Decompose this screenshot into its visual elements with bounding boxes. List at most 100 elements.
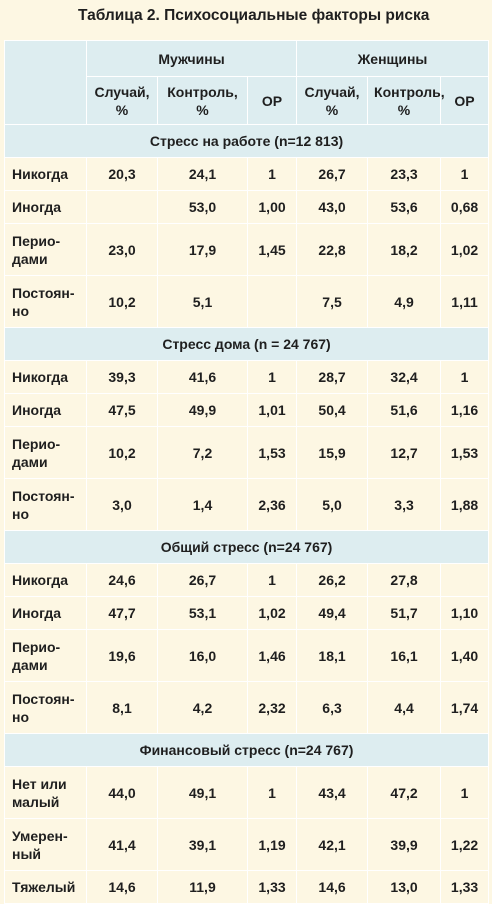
men-cases-cell: 20,3: [86, 157, 158, 191]
table-row: Никогда 24,6 26,7 1 26,2 27,8: [4, 563, 490, 597]
men-control-cell: 53,0: [157, 190, 248, 224]
women-control-cell: 16,1: [367, 629, 442, 682]
table-row: Перио-дами 10,2 7,2 1,53 15,9 12,7 1,53: [4, 426, 490, 479]
men-control-cell: 4,2: [157, 681, 248, 734]
header-men-or: ОР: [246, 76, 298, 125]
men-or-cell: 1,19: [246, 818, 298, 871]
men-cases-cell: 19,6: [86, 629, 158, 682]
section-title: Стресс на работе (n=12 813): [3, 124, 490, 158]
header-row-groups: Мужчины Женщины: [4, 40, 490, 125]
header-men: Мужчины: [85, 40, 298, 77]
section-title: Общий стресс (n=24 767): [3, 530, 490, 564]
men-cases-cell: 23,0: [86, 223, 158, 276]
women-or-cell: 1,02: [440, 223, 490, 276]
row-label: Постоян-но: [4, 478, 87, 531]
women-control-cell: 39,9: [367, 818, 442, 871]
row-label: Никогда: [4, 563, 87, 597]
women-cases-cell: 6,3: [296, 681, 369, 734]
men-cases-cell: 3,0: [86, 478, 158, 531]
women-control-cell: 12,7: [367, 426, 442, 479]
table-row: Иногда 47,7 53,1 1,02 49,4 51,7 1,10: [4, 596, 490, 630]
women-cases-cell: 49,4: [296, 596, 369, 630]
table-row: Тяжелый 14,6 11,9 1,33 14,6 13,0 1,33: [4, 870, 490, 904]
men-control-cell: 5,1: [157, 275, 248, 328]
men-cases-cell: 8,1: [86, 681, 158, 734]
men-control-cell: 26,7: [157, 563, 248, 597]
women-control-cell: 27,8: [367, 563, 442, 597]
women-or-cell: 1,22: [440, 818, 490, 871]
women-control-cell: 18,2: [367, 223, 442, 276]
section-title: Финансовый стресс (n=24 767): [3, 733, 490, 767]
women-control-cell: 47,2: [367, 766, 442, 819]
men-cases-cell: 10,2: [86, 426, 158, 479]
women-cases-cell: 18,1: [296, 629, 369, 682]
table-row: Иногда 53,0 1,00 43,0 53,6 0,68: [4, 190, 490, 224]
men-control-cell: 49,1: [157, 766, 248, 819]
women-cases-cell: 43,4: [296, 766, 369, 819]
table-row: Умерен-ный 41,4 39,1 1,19 42,1 39,9 1,22: [4, 818, 490, 871]
men-cases-cell: 39,3: [86, 360, 158, 394]
women-or-cell: 1,74: [440, 681, 490, 734]
table-title: Таблица 2. Психосоциальные факторы риска: [78, 7, 430, 24]
men-or-cell: 1,46: [246, 629, 298, 682]
men-or-cell: [246, 275, 298, 328]
men-or-cell: 2,32: [246, 681, 298, 734]
men-control-cell: 16,0: [157, 629, 248, 682]
men-cases-cell: 14,6: [86, 870, 158, 904]
men-cases-cell: 44,0: [86, 766, 158, 819]
row-label: Умерен-ный: [4, 818, 87, 871]
men-or-cell: 1,00: [246, 190, 298, 224]
women-or-cell: 1,88: [440, 478, 490, 531]
table-row: Никогда 39,3 41,6 1 28,7 32,4 1: [4, 360, 490, 394]
women-cases-cell: 26,2: [296, 563, 369, 597]
men-control-cell: 39,1: [157, 818, 248, 871]
men-control-cell: 24,1: [157, 157, 248, 191]
section-row: Стресс на работе (n=12 813): [3, 124, 490, 158]
women-or-cell: 1,33: [440, 870, 490, 904]
women-cases-cell: 42,1: [296, 818, 369, 871]
row-label: Иногда: [4, 190, 87, 224]
women-cases-cell: 7,5: [296, 275, 369, 328]
section-row: Общий стресс (n=24 767): [3, 530, 490, 564]
women-or-cell: 0,68: [440, 190, 490, 224]
women-or-cell: 1: [440, 766, 490, 819]
women-or-cell: 1,10: [440, 596, 490, 630]
men-or-cell: 1,53: [246, 426, 298, 479]
table-row: Постоян-но 3,0 1,4 2,36 5,0 3,3 1,88: [4, 478, 490, 531]
women-or-cell: 1: [440, 360, 490, 394]
men-control-cell: 7,2: [157, 426, 248, 479]
row-label: Никогда: [4, 157, 87, 191]
row-label: Никогда: [4, 360, 87, 394]
women-control-cell: 23,3: [367, 157, 442, 191]
women-control-cell: 32,4: [367, 360, 442, 394]
women-cases-cell: 15,9: [296, 426, 369, 479]
header-women-cases: Случай,%: [296, 76, 369, 125]
women-or-cell: 1: [440, 157, 490, 191]
men-control-cell: 17,9: [157, 223, 248, 276]
table-row: Постоян-но 10,2 5,1 7,5 4,9 1,11: [4, 275, 490, 328]
men-or-cell: 1,01: [246, 393, 298, 427]
men-or-cell: 1,33: [246, 870, 298, 904]
men-or-cell: 1,45: [246, 223, 298, 276]
men-control-cell: 41,6: [157, 360, 248, 394]
men-control-cell: 1,4: [157, 478, 248, 531]
row-label: Постоян-но: [4, 275, 87, 328]
men-control-cell: 11,9: [157, 870, 248, 904]
table-row: Перио-дами 19,6 16,0 1,46 18,1 16,1 1,40: [4, 629, 490, 682]
men-cases-cell: 47,7: [86, 596, 158, 630]
table-body: Мужчины Женщины Случай,% Контроль,% ОР С…: [3, 40, 490, 904]
men-cases-cell: 10,2: [86, 275, 158, 328]
women-or-cell: 1,16: [440, 393, 490, 427]
women-or-cell: 1,53: [440, 426, 490, 479]
header-women-or: ОР: [440, 76, 490, 125]
header-men-control: Контроль,%: [157, 76, 248, 125]
men-cases-cell: 41,4: [86, 818, 158, 871]
row-label: Перио-дами: [4, 223, 87, 276]
table-row: Никогда 20,3 24,1 1 26,7 23,3 1: [4, 157, 490, 191]
row-label: Тяжелый: [4, 870, 87, 904]
men-or-cell: 1: [246, 157, 298, 191]
section-row: Стресс дома (n = 24 767): [3, 327, 490, 361]
row-label: Перио-дами: [4, 426, 87, 479]
women-or-cell: 1,11: [440, 275, 490, 328]
